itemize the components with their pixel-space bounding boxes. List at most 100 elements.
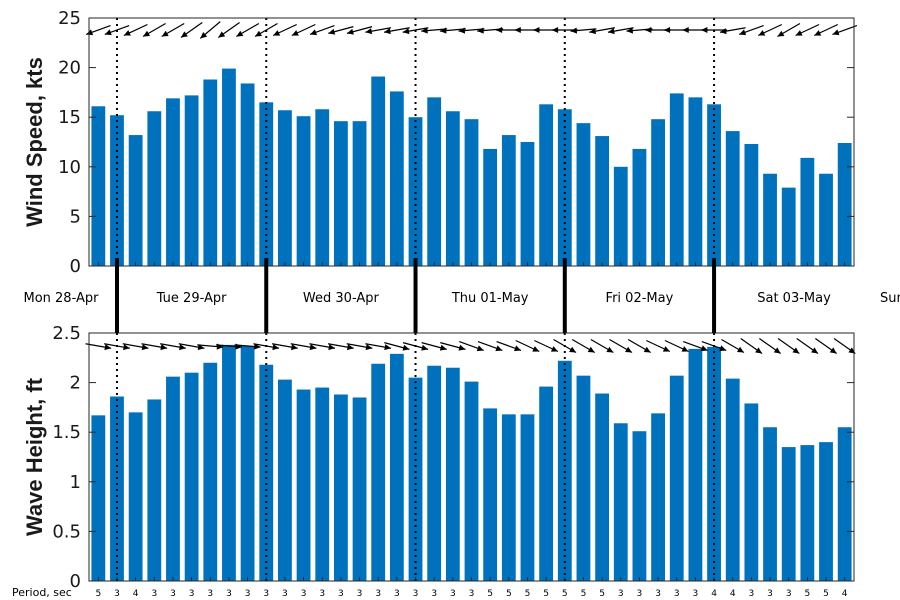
wave-direction-arrow xyxy=(290,343,317,351)
wave-bar xyxy=(315,387,330,581)
period-title: Period, sec xyxy=(12,586,72,599)
period-value: 5 xyxy=(525,589,531,599)
wind-direction-arrow xyxy=(161,22,185,38)
wave-direction-arrow xyxy=(141,343,168,351)
day-labels-strip: Mon 28-Apr Tue 29-Apr Wed 30-Apr Thu 01-May… xyxy=(23,258,900,333)
wind-bar xyxy=(688,97,703,266)
wind-direction-arrow xyxy=(199,21,221,39)
wave-height-panel: 0 0.5 1 1.5 2 2.5 Wave Height, ft xyxy=(22,323,856,592)
period-value: 3 xyxy=(357,589,363,599)
period-value: 3 xyxy=(655,589,661,599)
wind-direction-arrow xyxy=(757,23,783,37)
wind-direction-arrow xyxy=(180,22,203,38)
wave-ytick-label: 1.5 xyxy=(52,422,81,443)
wave-bar xyxy=(240,345,255,581)
wind-direction-arrow xyxy=(402,27,429,35)
wave-direction-arrow xyxy=(253,343,280,351)
wave-bar xyxy=(781,447,796,581)
period-value: 5 xyxy=(95,589,101,599)
wave-bar xyxy=(222,344,236,581)
wave-direction-arrow xyxy=(627,338,651,354)
wind-ytick-label: 5 xyxy=(70,206,81,227)
wind-bar xyxy=(408,117,423,266)
wind-bar xyxy=(389,91,404,266)
period-value: 3 xyxy=(114,589,120,599)
wind-bar xyxy=(669,93,684,266)
wind-direction-arrow xyxy=(217,22,240,38)
period-value: 5 xyxy=(599,589,605,599)
wave-ytick-label: 2 xyxy=(70,373,81,394)
wave-bar xyxy=(651,413,665,581)
wind-bar xyxy=(445,111,460,266)
wind-direction-arrow xyxy=(832,24,858,36)
period-value: 3 xyxy=(693,589,699,599)
period-value: 3 xyxy=(469,589,475,599)
period-value: 5 xyxy=(804,589,810,599)
wind-speed-panel: 0 5 10 15 20 25 Wind Speed, kts xyxy=(22,8,858,277)
wave-bar xyxy=(669,375,684,581)
period-value: 3 xyxy=(431,589,437,599)
wind-direction-arrow xyxy=(309,24,335,36)
wave-direction-arrow xyxy=(85,343,112,351)
wave-bar xyxy=(837,427,852,581)
period-value: 5 xyxy=(487,589,493,599)
period-value: 3 xyxy=(319,589,325,599)
wind-direction-arrow xyxy=(365,27,392,35)
day-label: Thu 01-May xyxy=(451,291,529,306)
wind-bar xyxy=(837,142,852,266)
wind-bar xyxy=(501,135,516,266)
wind-bar xyxy=(147,111,162,266)
wind-ytick-label: 25 xyxy=(58,8,81,29)
wave-bar xyxy=(763,427,777,581)
period-value: 3 xyxy=(767,589,773,599)
wave-direction-arrow xyxy=(365,343,392,351)
wind-ylabel: Wind Speed, kts xyxy=(22,57,47,227)
wind-bar xyxy=(632,148,647,266)
period-value: 3 xyxy=(245,589,251,599)
wind-bar xyxy=(184,95,199,266)
wind-direction-arrow xyxy=(607,27,634,35)
wind-bar xyxy=(464,119,479,267)
wind-direction-arrow xyxy=(254,22,278,38)
wave-bar xyxy=(688,348,703,581)
wave-bar xyxy=(203,362,218,581)
wind-bar xyxy=(483,148,498,266)
wave-direction-arrow xyxy=(477,340,503,352)
wind-bar xyxy=(240,83,255,266)
period-value: 3 xyxy=(413,589,419,599)
wind-bar xyxy=(819,173,833,266)
wave-bar xyxy=(333,394,348,581)
wind-bar xyxy=(781,187,796,266)
wave-direction-arrow xyxy=(721,338,745,354)
wind-direction-arrow xyxy=(458,27,485,34)
wave-bar xyxy=(128,412,143,581)
wind-direction-arrow xyxy=(795,23,820,37)
period-value: 3 xyxy=(450,589,456,599)
wave-direction-arrow xyxy=(327,343,354,351)
wave-bar xyxy=(278,379,292,581)
wave-direction-arrow xyxy=(590,338,614,354)
wave-bar xyxy=(520,414,535,581)
period-value: 3 xyxy=(207,589,213,599)
wave-bar xyxy=(371,363,386,581)
wind-bar xyxy=(539,104,554,266)
wind-bar xyxy=(333,121,348,266)
wind-direction-arrow xyxy=(346,26,373,35)
wave-direction-arrow xyxy=(815,338,838,354)
day-label: Fri 02-May xyxy=(606,291,674,306)
period-value: 3 xyxy=(394,589,400,599)
period-value: 3 xyxy=(338,589,344,599)
day-label: Mon 28-Apr xyxy=(23,291,99,306)
wind-ytick-label: 15 xyxy=(58,107,81,128)
wave-direction-arrow xyxy=(534,339,559,353)
wave-bar xyxy=(427,365,442,581)
day-label: Sun xyxy=(880,291,900,306)
wave-bar xyxy=(800,445,815,581)
period-value: 4 xyxy=(730,589,736,599)
wave-direction-arrow xyxy=(833,338,856,354)
wave-direction-arrow xyxy=(272,343,298,351)
period-value: 3 xyxy=(226,589,232,599)
wave-bar xyxy=(557,360,572,581)
wind-direction-arrow xyxy=(123,23,148,37)
